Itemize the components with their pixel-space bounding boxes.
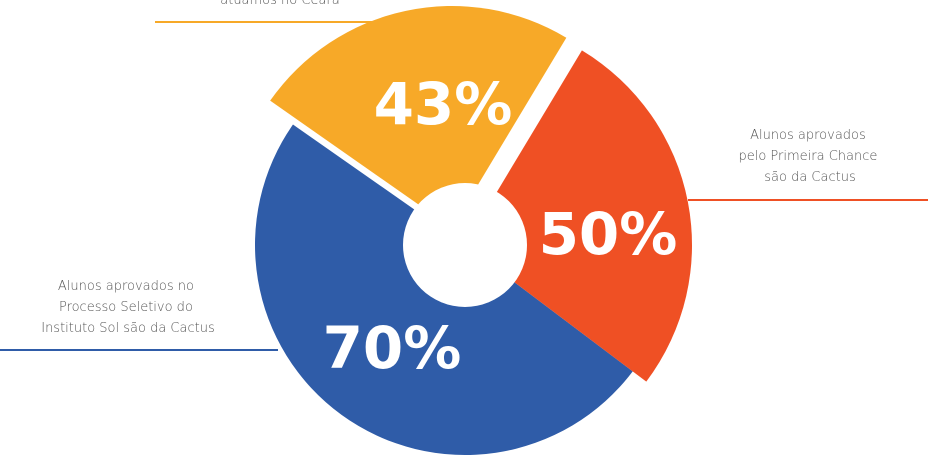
segment-label: atuamos no Ceará <box>220 0 339 8</box>
segment-label: Alunos aprovados no Processo Seletivo do… <box>41 279 215 336</box>
donut-segment <box>465 50 692 382</box>
label-line: são da Cactus <box>764 170 855 185</box>
label-line: Alunos aprovados <box>750 128 866 143</box>
donut-segment <box>270 6 567 228</box>
label-line: Alunos aprovados no <box>58 279 194 294</box>
label-line: Instituto Sol são da Cactus <box>41 321 215 336</box>
segment-value: 43% <box>374 70 513 138</box>
label-line: Processo Seletivo do <box>59 300 193 315</box>
segment-label: Alunos aprovados pelo Primeira Chance sã… <box>738 128 881 185</box>
segment-value: 50% <box>539 200 678 268</box>
label-line: pelo Primeira Chance <box>738 149 877 164</box>
segment-value: 70% <box>323 314 462 382</box>
donut-hole <box>403 183 527 307</box>
